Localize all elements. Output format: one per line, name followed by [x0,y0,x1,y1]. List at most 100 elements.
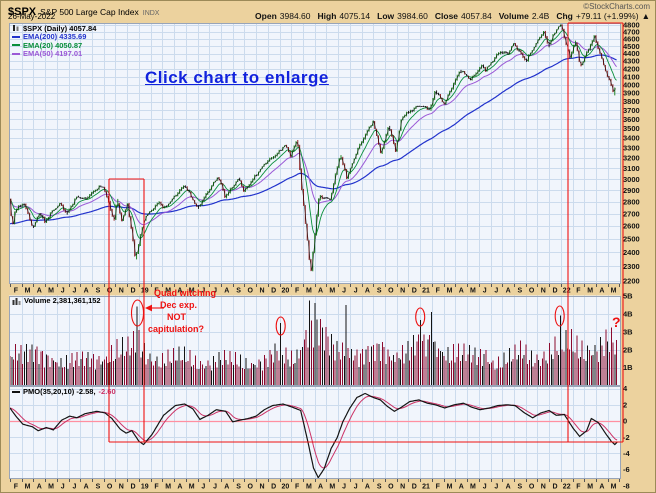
svg-text:M: M [25,288,31,295]
enlarge-chart-link[interactable]: Click chart to enlarge [145,68,329,87]
svg-text:S: S [377,484,382,491]
svg-text:-2: -2 [623,433,630,442]
svg-text:-6: -6 [623,465,630,474]
svg-text:4600: 4600 [623,35,640,44]
svg-text:M: M [48,484,54,491]
pmo-line [9,392,618,479]
svg-text:O: O [248,288,254,295]
svg-text:F: F [154,484,159,491]
svg-text:2: 2 [623,400,627,409]
ema200-line [9,54,617,225]
svg-text:M: M [470,288,476,295]
svg-text:J: J [483,288,487,295]
candlestick-icon [13,25,19,32]
svg-text:4700: 4700 [623,28,640,37]
svg-text:2600: 2600 [623,222,640,231]
legend-ema200-label: EMA(200) 4335.69 [23,32,87,42]
svg-text:4B: 4B [623,310,633,319]
svg-text:2800: 2800 [623,197,640,206]
svg-text:2300: 2300 [623,262,640,271]
svg-text:4300: 4300 [623,57,640,66]
svg-text:F: F [576,484,581,491]
red-annotations [108,22,624,443]
svg-text:3300: 3300 [623,143,640,152]
low-label: Low [377,11,395,21]
svg-text:M: M [189,288,195,295]
svg-text:N: N [259,484,264,491]
svg-text:S: S [517,288,522,295]
quote-bar: Open 3984.60 High 4075.14 Low 3984.60 Close 405… [248,12,650,21]
ema20-swatch [12,44,20,47]
legend-spx-row: $SPX (Daily) 4057.84 [12,24,96,33]
svg-text:M: M [447,484,453,491]
svg-text:N: N [259,288,264,295]
svg-text:21: 21 [422,288,430,295]
svg-text:A: A [318,288,323,295]
svg-text:4: 4 [623,384,628,393]
svg-text:J: J [342,484,346,491]
close-label: Close [434,11,459,21]
svg-text:3500: 3500 [623,124,640,133]
svg-text:A: A [506,484,511,491]
svg-text:A: A [318,484,323,491]
annotation-note-line4: capitulation? [148,324,204,334]
svg-text:-4: -4 [623,449,630,458]
axis-labels: 4800470046004500440043004200410040003900… [14,21,640,491]
svg-text:S: S [377,288,382,295]
svg-text:2500: 2500 [623,235,640,244]
svg-text:20: 20 [282,484,290,491]
svg-text:J: J [201,288,205,295]
legend-ema200-row: EMA(200) 4335.69 [12,33,96,42]
annotation-note-line1: Quad witching [154,288,216,298]
svg-text:F: F [576,288,581,295]
svg-text:M: M [587,288,593,295]
svg-text:4800: 4800 [623,21,640,30]
annotation-question-mark: ? [612,314,621,330]
svg-text:J: J [354,288,358,295]
chg-label: Chg [556,11,573,21]
svg-text:J: J [73,484,77,491]
low-value: 3984.60 [397,11,428,21]
legend-ema50-label: EMA(50) 4197.01 [23,49,83,59]
svg-text:M: M [329,484,335,491]
svg-text:M: M [48,288,54,295]
svg-text:S: S [517,484,522,491]
svg-text:2B: 2B [623,345,633,354]
annotation-note-line2: Dec exp. [160,300,198,310]
chg-value: +79.11 (+1.99%) [575,11,639,21]
svg-text:A: A [459,288,464,295]
svg-text:S: S [236,484,241,491]
svg-text:D: D [412,484,417,491]
svg-text:D: D [271,288,276,295]
svg-text:J: J [483,484,487,491]
svg-text:F: F [14,484,19,491]
svg-text:J: J [354,484,358,491]
svg-text:4000: 4000 [623,80,640,89]
svg-text:-8: -8 [623,481,630,490]
svg-text:J: J [201,484,205,491]
svg-text:D: D [552,288,557,295]
svg-text:A: A [599,288,604,295]
svg-text:2400: 2400 [623,248,640,257]
svg-text:21: 21 [422,484,430,491]
exchange-label: INDX [142,10,160,17]
volume-legend-label: Volume 2,381,361,152 [24,296,101,306]
svg-text:M: M [165,484,171,491]
svg-text:22: 22 [563,484,571,491]
svg-text:4400: 4400 [623,49,640,58]
svg-text:22: 22 [563,288,571,295]
svg-text:M: M [165,288,171,295]
up-arrow-icon: ▲ [641,11,650,21]
svg-text:O: O [248,484,254,491]
svg-text:4200: 4200 [623,64,640,73]
svg-text:M: M [611,484,617,491]
svg-text:M: M [306,288,312,295]
svg-text:A: A [459,484,464,491]
symbol: $SPX [8,6,37,18]
svg-text:O: O [107,288,113,295]
svg-text:N: N [541,484,546,491]
svg-text:O: O [107,484,113,491]
svg-text:J: J [61,484,65,491]
